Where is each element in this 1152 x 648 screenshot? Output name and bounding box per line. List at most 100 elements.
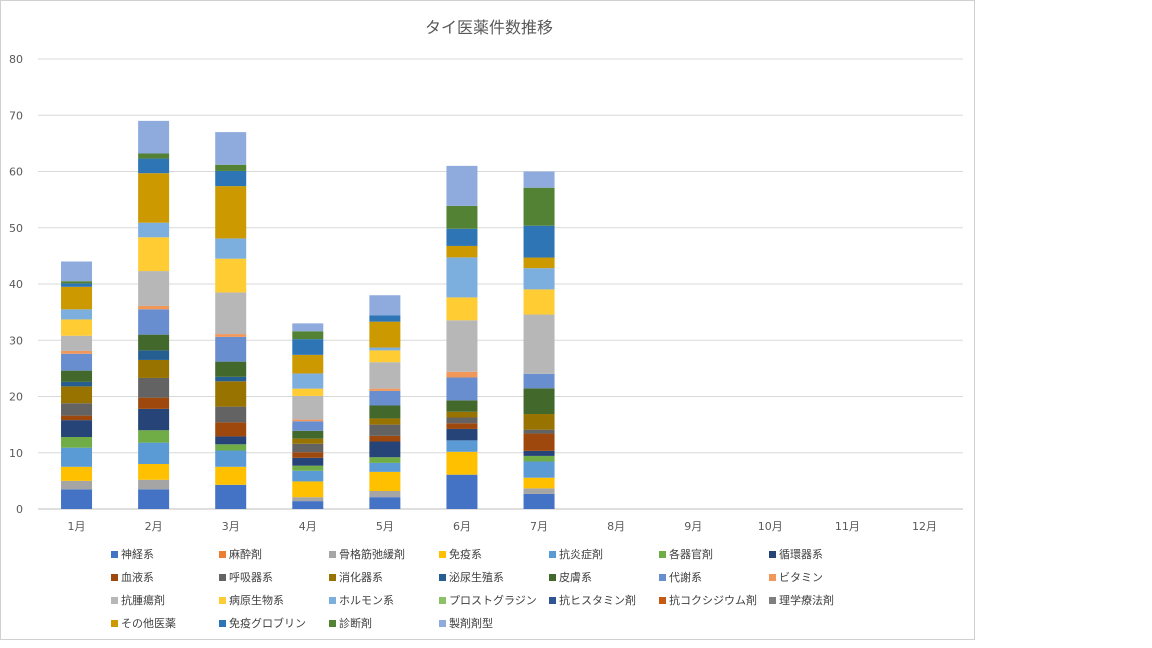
legend-swatch (439, 551, 446, 558)
x-tick-label: 9月 (684, 520, 702, 533)
legend-label: 抗炎症剤 (559, 547, 603, 561)
y-tick-label: 80 (9, 53, 23, 66)
bar-segment (446, 377, 478, 401)
bar-segment (138, 305, 170, 310)
bar-segment (61, 335, 93, 351)
bar-segment (292, 457, 324, 466)
bar-segment (61, 447, 93, 467)
bar-segment (369, 315, 401, 322)
legend-swatch (769, 551, 776, 558)
bar-segment (523, 187, 555, 226)
bar-segment (292, 354, 324, 374)
bar-segment (446, 474, 478, 509)
bar-segment (292, 421, 324, 431)
bar-segment (292, 501, 324, 509)
bar-segment (61, 437, 93, 448)
bar-segment (446, 411, 478, 418)
legend-label: 製剤剤型 (449, 616, 493, 630)
bar-segment (446, 423, 478, 429)
legend-swatch (219, 620, 226, 627)
bar-segment (138, 408, 170, 431)
bar-segment (446, 228, 478, 246)
bar-segment (138, 464, 170, 480)
bar-segment (523, 455, 555, 462)
bar-segment (292, 331, 324, 340)
bar-segment (215, 466, 247, 485)
bar-segment (446, 428, 478, 441)
y-tick-label: 30 (9, 334, 23, 347)
bar-segment (215, 334, 247, 337)
stacked-bar-chart: タイ医薬件数推移 0 10 20 30 40 50 60 70 80 1月 2月 3月 4月 5月 6月 7… (9, 18, 963, 630)
bar-segment (138, 350, 170, 360)
bar-segment (523, 414, 555, 430)
bar-segment (61, 381, 93, 387)
bar-segment (138, 430, 170, 443)
bar-segment (369, 350, 401, 363)
bar-segment (523, 433, 555, 451)
bar-segment (292, 470, 324, 482)
bar-segment (138, 479, 170, 490)
bar-segment (523, 488, 555, 494)
legend-swatch (111, 551, 118, 558)
bar-segment (523, 171, 555, 188)
bar-segment (292, 452, 324, 458)
legend-swatch (111, 574, 118, 581)
bar-segment (138, 158, 170, 174)
bar-segment (369, 457, 401, 463)
bar-segment (61, 309, 93, 320)
legend-swatch (439, 574, 446, 581)
legend-swatch (659, 574, 666, 581)
bar-segment (138, 153, 170, 159)
legend-label: 抗ヒスタミン剤 (559, 593, 636, 607)
bar-segment (446, 245, 478, 258)
chart-frame: タイ医薬件数推移 0 10 20 30 40 50 60 70 80 1月 2月 3月 4月 5月 6月 7… (0, 0, 975, 640)
bar-segment (292, 395, 324, 420)
bar-segment (523, 289, 555, 315)
x-tick-label: 2月 (145, 520, 163, 533)
bar-segment (138, 309, 170, 335)
bar-segment (369, 462, 401, 472)
bar-segment (61, 370, 93, 382)
bar-segment (61, 353, 93, 371)
y-tick-label: 70 (9, 109, 23, 122)
bar-segment (292, 438, 324, 444)
bar-segment (61, 281, 93, 284)
x-tick-label: 1月 (68, 520, 86, 533)
legend-swatch (659, 597, 666, 604)
bar-segment (215, 436, 247, 445)
bar-segment (523, 388, 555, 415)
legend-label: 骨格筋弛緩剤 (339, 547, 405, 561)
bar-segment (369, 321, 401, 348)
legend-label: 代謝系 (669, 570, 702, 584)
bar-segment (138, 359, 170, 378)
legend-label: 血液系 (121, 570, 154, 584)
bar-segment (138, 173, 170, 223)
legend-label: 各器官剤 (669, 547, 713, 561)
bar-segment (369, 405, 401, 419)
bar-segment (215, 336, 247, 362)
legend-label: ホルモン系 (339, 594, 394, 607)
bar-segment (292, 339, 324, 355)
bar-segment (61, 489, 93, 509)
bar-segment (61, 286, 93, 310)
bar-segment (523, 257, 555, 269)
legend-swatch (111, 620, 118, 627)
bar-segment (369, 347, 401, 351)
bar-segment (292, 481, 324, 498)
legend-label: 理学療法剤 (779, 593, 834, 607)
bar-segment (138, 442, 170, 464)
bar-segment (446, 440, 478, 452)
bar-segment (523, 314, 555, 374)
x-tick-label: 6月 (453, 520, 471, 533)
y-tick-label: 40 (9, 278, 23, 291)
bar-segment (446, 165, 478, 206)
bar-segment (446, 297, 478, 321)
bar-segment (215, 406, 247, 423)
bar-segment (369, 418, 401, 425)
legend-swatch (439, 620, 446, 627)
legend-label: 循環器系 (779, 548, 823, 561)
legend-label: プロストグラジン (449, 593, 537, 607)
bar-segment (61, 466, 93, 481)
legend-swatch (549, 597, 556, 604)
